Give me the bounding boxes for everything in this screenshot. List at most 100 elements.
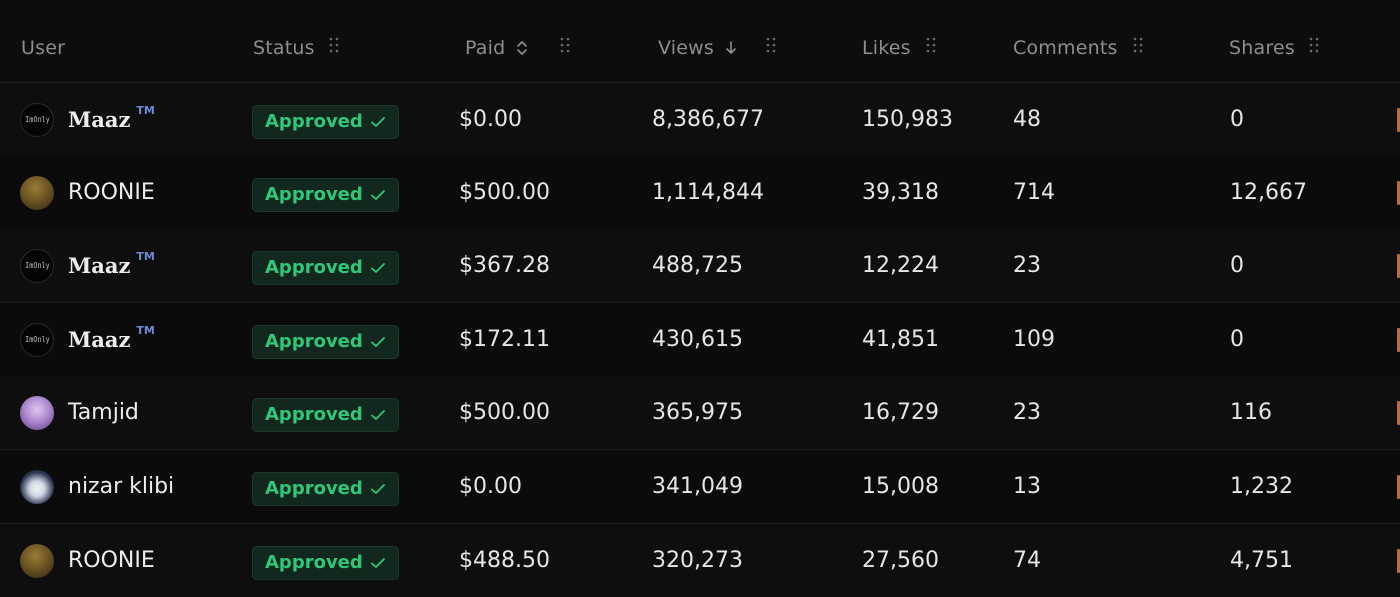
likes-cell: 15,008 — [862, 474, 939, 499]
likes-cell: 16,729 — [862, 400, 939, 425]
likes-cell: 12,224 — [862, 253, 939, 278]
views-cell: 1,114,844 — [652, 180, 764, 205]
drag-handle-icon[interactable] — [560, 36, 570, 54]
paid-cell: $0.00 — [459, 474, 522, 499]
status-badge: Approved — [252, 397, 399, 432]
shares-cell: 0 — [1230, 327, 1244, 352]
user-cell[interactable]: ImOnly Maaz TM — [20, 229, 155, 302]
sort-updown-icon[interactable] — [515, 39, 529, 57]
views-cell: 365,975 — [652, 400, 743, 425]
views-cell: 320,273 — [652, 548, 743, 573]
table-row[interactable]: ROONIE Approved $500.00 1,114,844 39,318… — [0, 156, 1400, 230]
comments-cell: 74 — [1013, 548, 1041, 573]
user-cell[interactable]: ROONIE — [20, 156, 161, 229]
user-name[interactable]: Maaz — [68, 253, 131, 278]
check-icon — [370, 408, 386, 422]
check-icon — [370, 115, 386, 129]
column-header-user[interactable]: User — [21, 37, 66, 59]
column-header-status[interactable]: Status — [253, 34, 339, 62]
comments-cell: 13 — [1013, 474, 1041, 499]
avatar — [20, 543, 54, 578]
status-cell: Approved — [252, 450, 399, 523]
comments-cell: 23 — [1013, 400, 1041, 425]
paid-cell: $500.00 — [459, 180, 550, 205]
check-icon — [370, 556, 386, 570]
trademark-mark: TM — [136, 104, 155, 117]
drag-handle-icon[interactable] — [329, 36, 339, 54]
status-cell: Approved — [252, 303, 399, 376]
row-edge-marker — [1397, 401, 1400, 425]
status-cell: Approved — [252, 83, 399, 156]
likes-cell: 150,983 — [862, 107, 953, 132]
status-cell: Approved — [252, 156, 399, 229]
paid-cell: $500.00 — [459, 400, 550, 425]
paid-cell: $0.00 — [459, 107, 522, 132]
views-cell: 488,725 — [652, 253, 743, 278]
shares-cell: 4,751 — [1230, 548, 1293, 573]
user-name[interactable]: Maaz — [68, 327, 131, 352]
column-header-views[interactable]: Views — [658, 34, 776, 62]
comments-cell: 23 — [1013, 253, 1041, 278]
table-row[interactable]: nizar klibi Approved $0.00 341,049 15,00… — [0, 450, 1400, 524]
status-cell: Approved — [252, 376, 399, 449]
likes-cell: 41,851 — [862, 327, 939, 352]
paid-cell: $172.11 — [459, 327, 550, 352]
comments-cell: 48 — [1013, 107, 1041, 132]
row-edge-marker — [1397, 254, 1400, 278]
status-badge: Approved — [252, 250, 399, 285]
row-edge-marker — [1397, 475, 1400, 499]
user-name[interactable]: Maaz — [68, 107, 131, 132]
paid-cell: $488.50 — [459, 548, 550, 573]
table-row[interactable]: Tamjid Approved $500.00 365,975 16,729 2… — [0, 376, 1400, 450]
status-cell: Approved — [252, 524, 399, 597]
avatar — [20, 175, 54, 210]
drag-handle-icon[interactable] — [766, 36, 776, 54]
table-row[interactable]: ImOnly Maaz TM Approved $172.11 430,615 … — [0, 303, 1400, 377]
check-icon — [370, 482, 386, 496]
avatar: ImOnly — [20, 248, 54, 283]
shares-cell: 1,232 — [1230, 474, 1293, 499]
user-name[interactable]: Tamjid — [68, 400, 139, 425]
user-cell[interactable]: ROONIE — [20, 524, 161, 597]
table-row[interactable]: ROONIE Approved $488.50 320,273 27,560 7… — [0, 524, 1400, 597]
comments-cell: 109 — [1013, 327, 1055, 352]
table-header: User Status Paid Views — [0, 0, 1400, 83]
column-header-comments[interactable]: Comments — [1013, 34, 1143, 62]
likes-cell: 39,318 — [862, 180, 939, 205]
table-row[interactable]: ImOnly Maaz TM Approved $367.28 488,725 … — [0, 229, 1400, 303]
shares-cell: 0 — [1230, 107, 1244, 132]
row-edge-marker — [1397, 328, 1400, 352]
check-icon — [370, 261, 386, 275]
trademark-mark: TM — [136, 250, 155, 263]
row-edge-marker — [1397, 181, 1400, 205]
status-badge: Approved — [252, 104, 399, 139]
user-cell[interactable]: ImOnly Maaz TM — [20, 83, 155, 156]
views-cell: 341,049 — [652, 474, 743, 499]
drag-handle-icon[interactable] — [1133, 36, 1143, 54]
likes-cell: 27,560 — [862, 548, 939, 573]
check-icon — [370, 188, 386, 202]
avatar — [20, 469, 54, 504]
row-edge-marker — [1397, 108, 1400, 132]
user-name[interactable]: ROONIE — [68, 180, 155, 205]
user-cell[interactable]: Tamjid — [20, 376, 145, 449]
shares-cell: 12,667 — [1230, 180, 1307, 205]
trademark-mark: TM — [136, 324, 155, 337]
views-cell: 430,615 — [652, 327, 743, 352]
table-row[interactable]: ImOnly Maaz TM Approved $0.00 8,386,677 … — [0, 83, 1400, 157]
user-cell[interactable]: nizar klibi — [20, 450, 180, 523]
avatar — [20, 395, 54, 430]
user-name[interactable]: ROONIE — [68, 548, 155, 573]
sort-arrow-down-icon[interactable] — [724, 39, 738, 57]
column-header-shares[interactable]: Shares — [1229, 34, 1319, 62]
drag-handle-icon[interactable] — [1309, 36, 1319, 54]
column-header-likes[interactable]: Likes — [862, 34, 936, 62]
avatar: ImOnly — [20, 102, 54, 137]
user-name[interactable]: nizar klibi — [68, 474, 175, 499]
comments-cell: 714 — [1013, 180, 1055, 205]
column-header-paid[interactable]: Paid — [465, 34, 570, 62]
views-cell: 8,386,677 — [652, 107, 764, 132]
user-cell[interactable]: ImOnly Maaz TM — [20, 303, 155, 376]
row-edge-marker — [1397, 549, 1400, 573]
drag-handle-icon[interactable] — [926, 36, 936, 54]
